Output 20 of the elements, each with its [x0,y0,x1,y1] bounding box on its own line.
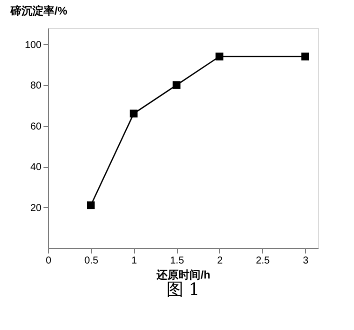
x-tick-label: 2 [217,256,224,266]
point [130,110,138,118]
y-tick-label: 20 [30,202,42,214]
x-tick-label: 0.5 [84,256,99,266]
x-tick-label: 1.5 [170,256,184,266]
point [86,201,95,210]
point [216,52,224,60]
y-tick-label: 60 [30,121,42,132]
y-tick-label: 40 [30,162,42,174]
x-tick-label: 3 [302,256,309,266]
point [172,81,180,89]
caption: 图 1 [166,280,200,300]
x-axis-title: 还原时间/h [156,268,211,282]
x-tick-label: 1 [131,256,138,266]
y-tick-label: 100 [24,40,42,51]
x-tick-label: 2.5 [256,256,270,266]
y-axis-title: 碲沉淀率/% [10,4,68,18]
point [301,52,310,60]
y-tick-label: 80 [30,80,42,92]
x-tick-label: 0 [46,256,52,266]
